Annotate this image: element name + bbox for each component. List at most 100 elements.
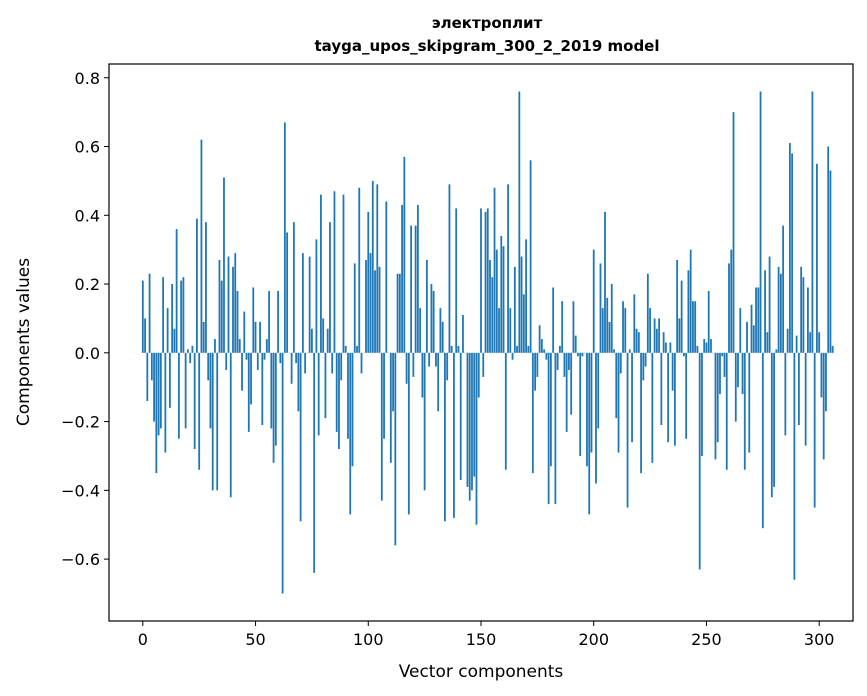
bar (545, 352, 548, 360)
bar (809, 332, 812, 353)
bar (353, 263, 356, 353)
bar (534, 352, 537, 391)
bar (326, 328, 329, 353)
bar (707, 290, 710, 353)
bar (703, 339, 706, 353)
bar (759, 91, 762, 353)
bar (177, 352, 180, 439)
bar (202, 321, 205, 353)
bar (529, 160, 532, 353)
bar (428, 352, 431, 367)
bar (214, 339, 216, 353)
bar (581, 352, 584, 357)
bar (568, 352, 570, 370)
bar (311, 328, 313, 353)
bar (741, 352, 744, 395)
bar (430, 284, 433, 353)
bar (644, 352, 647, 367)
bar (166, 308, 169, 353)
bar (259, 321, 261, 353)
bar (335, 352, 338, 432)
bar (500, 235, 503, 353)
bar (730, 249, 733, 353)
x-axis-label: Vector components (399, 662, 564, 682)
bar (159, 352, 162, 429)
bar (683, 352, 685, 357)
bar (450, 345, 453, 353)
bar (338, 352, 340, 450)
bar (694, 301, 697, 353)
bar (254, 321, 257, 353)
bar (320, 194, 322, 353)
bar (669, 342, 672, 353)
x-tick-label: 100 (353, 630, 384, 649)
bar (378, 266, 381, 353)
bar (184, 352, 187, 429)
bar (329, 222, 331, 353)
bar (624, 308, 627, 353)
bar (597, 352, 600, 429)
bar (227, 256, 230, 353)
bar (216, 352, 219, 491)
bar (446, 352, 449, 381)
bar (640, 352, 642, 474)
bar (263, 352, 266, 360)
bar (606, 297, 609, 353)
bar (416, 204, 419, 353)
bar (256, 352, 259, 370)
bar (459, 352, 462, 481)
bar (538, 325, 541, 353)
bar (392, 352, 394, 412)
bar (511, 352, 514, 360)
bar (570, 352, 573, 415)
bar (182, 277, 185, 353)
bar (365, 259, 367, 353)
bar (322, 318, 325, 353)
bar (782, 225, 785, 353)
bar (701, 352, 703, 456)
bar (466, 352, 469, 487)
bar (277, 290, 279, 353)
bar (486, 208, 489, 353)
bar (574, 335, 577, 353)
bar (689, 249, 692, 353)
bar (283, 122, 286, 353)
bar (795, 335, 798, 353)
bar (243, 311, 246, 353)
bar (626, 352, 629, 508)
y-tick-label: 0.4 (75, 206, 100, 225)
bar (547, 352, 550, 505)
bar (317, 352, 320, 436)
bar (633, 294, 636, 353)
bar (234, 253, 237, 353)
bar (653, 318, 656, 353)
bar (462, 314, 464, 353)
bar (685, 352, 688, 439)
bars-group (141, 91, 834, 594)
bar (301, 253, 304, 353)
bar (247, 352, 250, 432)
bar (207, 352, 210, 381)
bar (270, 352, 273, 429)
bar (791, 153, 794, 353)
bar (407, 352, 410, 515)
bar (475, 352, 478, 525)
bar (489, 259, 491, 353)
chart-subtitle: tayga_upos_skipgram_300_2_2019 model (315, 37, 660, 55)
bar (369, 253, 372, 353)
bar (272, 352, 275, 463)
bar (714, 352, 717, 460)
bar (437, 352, 440, 412)
bar (423, 352, 426, 491)
bar (664, 342, 667, 353)
bar (752, 325, 755, 353)
bar (540, 339, 543, 353)
bar (435, 352, 437, 367)
bar (811, 91, 814, 353)
bar (721, 352, 724, 357)
bar (482, 352, 485, 377)
bar (383, 352, 385, 439)
bar (531, 352, 534, 474)
